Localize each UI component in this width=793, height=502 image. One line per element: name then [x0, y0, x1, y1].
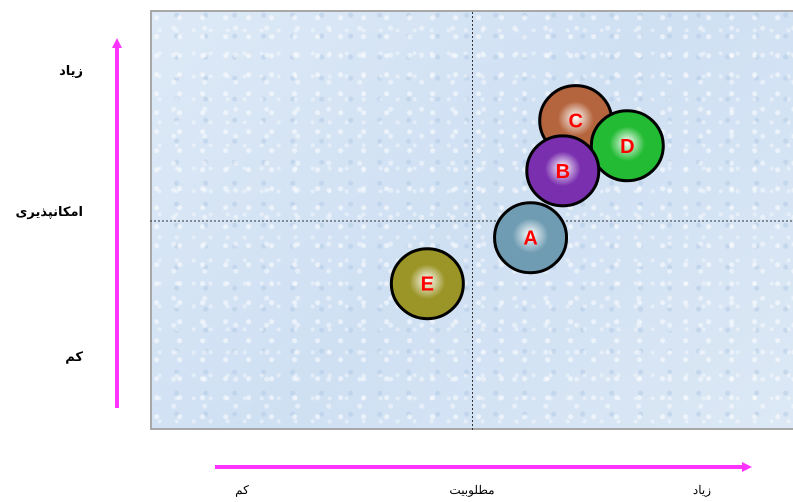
y-tick-label-low: کم [65, 350, 83, 365]
bubble-a: A [493, 201, 569, 275]
y-tick-label-high: زیاد [59, 64, 83, 79]
bubble-d: D [589, 109, 665, 183]
bubble-e-label: E [421, 274, 434, 296]
bubble-b-circle [525, 134, 601, 208]
bubble-a-label: A [523, 228, 537, 250]
bubble-d-label: D [620, 136, 634, 158]
x-axis-title: مطلوبیت [449, 483, 495, 497]
x-tick-label-high: زیاد [692, 483, 712, 497]
bubble-e-circle [389, 247, 465, 321]
y-axis-title: امکانپذیری [15, 205, 83, 220]
axis-arrows [112, 38, 752, 472]
bubble-d-circle [589, 109, 665, 183]
bubble-a-circle [493, 201, 569, 275]
bubbles: C D B A E [389, 84, 665, 321]
bubble-b-label: B [556, 161, 570, 183]
x-tick-label-low: کم [235, 483, 249, 497]
bubble-b: B [525, 134, 601, 208]
quadrant-dividers [150, 12, 793, 430]
bubble-e: E [389, 247, 465, 321]
bubble-c-label: C [568, 111, 582, 133]
